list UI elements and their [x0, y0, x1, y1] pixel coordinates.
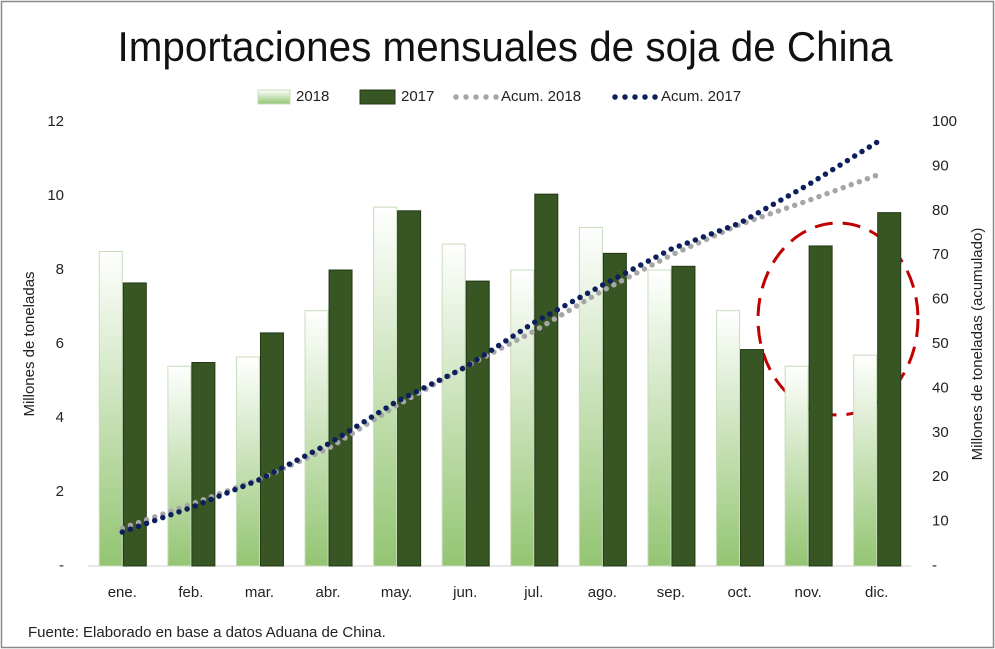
- y2-tick-label: 50: [932, 335, 949, 352]
- bar: [602, 252, 627, 567]
- line-series: [119, 139, 880, 535]
- y-tick-label: 12: [47, 113, 64, 130]
- y-tick-label: 8: [56, 261, 64, 278]
- bar: [716, 310, 741, 567]
- bar: [373, 206, 398, 567]
- x-tick-label: feb.: [178, 584, 203, 601]
- bar: [397, 210, 422, 567]
- x-tick-label: may.: [381, 584, 412, 601]
- y-tick-label: -: [59, 557, 64, 574]
- y2-tick-label: 60: [932, 291, 949, 308]
- chart-title: Importaciones mensuales de soja de China: [118, 23, 894, 70]
- x-tick-label: mar.: [245, 584, 274, 601]
- legend-label: 2018: [296, 88, 329, 105]
- bar: [877, 212, 902, 567]
- y2-tick-label: 30: [932, 424, 949, 441]
- bar: [304, 310, 329, 567]
- x-tick-label: sep.: [657, 584, 685, 601]
- x-tick-label: ene.: [108, 584, 137, 601]
- x-tick-label: ago.: [588, 584, 617, 601]
- bar: [647, 269, 672, 567]
- legend-swatch: [257, 89, 291, 105]
- bar: [534, 193, 559, 567]
- bar: [167, 365, 192, 567]
- y-tick-label: 10: [47, 187, 64, 204]
- source-note: Fuente: Elaborado en base a datos Aduana…: [28, 624, 386, 641]
- x-tick-label: jun.: [452, 584, 477, 601]
- legend-label: 2017: [401, 88, 434, 105]
- x-tick-label: nov.: [795, 584, 822, 601]
- bar: [784, 365, 809, 567]
- y2-tick-label: 10: [932, 513, 949, 530]
- bar: [465, 280, 490, 567]
- bar: [853, 354, 878, 567]
- y-tick-label: 6: [56, 335, 64, 352]
- bar: [510, 269, 535, 567]
- bar: [328, 269, 353, 567]
- bar: [259, 332, 284, 567]
- y-tick-label: 2: [56, 483, 64, 500]
- legend-label: Acum. 2017: [661, 88, 741, 105]
- y-tick-label: 4: [56, 409, 64, 426]
- legend-swatch: [359, 89, 396, 105]
- bar: [191, 362, 216, 567]
- bar: [441, 243, 466, 567]
- bar: [671, 265, 696, 567]
- x-tick-label: abr.: [316, 584, 341, 601]
- bar: [122, 282, 147, 567]
- y2-tick-label: 20: [932, 468, 949, 485]
- y2-tick-label: 80: [932, 202, 949, 219]
- bar: [740, 349, 765, 567]
- y2-axis-title: Millones de toneladas (acumulado): [969, 228, 986, 461]
- y2-tick-label: 70: [932, 246, 949, 263]
- y2-tick-label: 100: [932, 113, 957, 130]
- y2-tick-label: 90: [932, 157, 949, 174]
- y2-tick-label: 40: [932, 379, 949, 396]
- bar: [98, 251, 123, 567]
- y2-tick-label: -: [932, 557, 937, 574]
- y-axis-title: Millones de toneladas: [21, 271, 38, 416]
- x-tick-label: oct.: [727, 584, 751, 601]
- x-tick-label: jul.: [523, 584, 543, 601]
- bar: [578, 226, 603, 567]
- x-tick-label: dic.: [865, 584, 888, 601]
- bar: [235, 356, 260, 567]
- bar: [808, 245, 833, 567]
- legend-label: Acum. 2018: [501, 88, 581, 105]
- highlight-circle: [756, 221, 920, 417]
- line-series: [119, 172, 880, 532]
